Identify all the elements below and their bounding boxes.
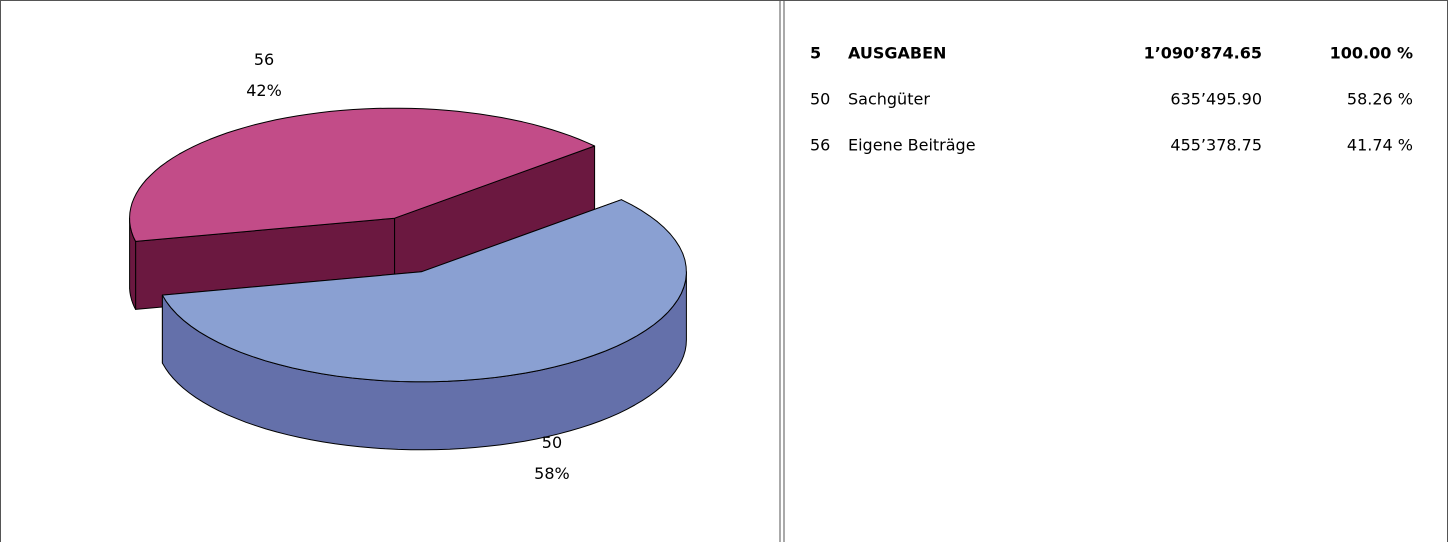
slice-label: 42% <box>246 81 282 100</box>
slice <box>161 199 687 383</box>
table-cell: 58.26 % <box>1347 90 1413 109</box>
table-cell: 455’378.75 <box>1170 136 1262 155</box>
table-cell: AUSGABEN <box>848 44 946 63</box>
table-cell: 56 <box>810 136 830 155</box>
table: 5 AUSGABEN 1’090’874.65 100.00 % 50 Sachgüter… <box>810 44 1413 155</box>
slice <box>129 107 596 242</box>
pie-chart: 56 42% 50 58% <box>129 50 687 483</box>
table-cell: Sachgüter <box>848 90 930 109</box>
slice-category: 56 <box>254 50 274 69</box>
table-cell: 635’495.90 <box>1170 90 1262 109</box>
table-cell: 41.74 % <box>1347 136 1413 155</box>
table-cell: 1’090’874.65 <box>1144 44 1262 63</box>
table-cell: 50 <box>810 90 830 109</box>
table-cell: Eigene Beiträge <box>848 136 976 155</box>
table-cell: 100.00 % <box>1330 44 1413 63</box>
table-cell: 5 <box>810 44 821 63</box>
slice-label: 58% <box>534 464 570 483</box>
slice-category: 50 <box>542 433 562 452</box>
